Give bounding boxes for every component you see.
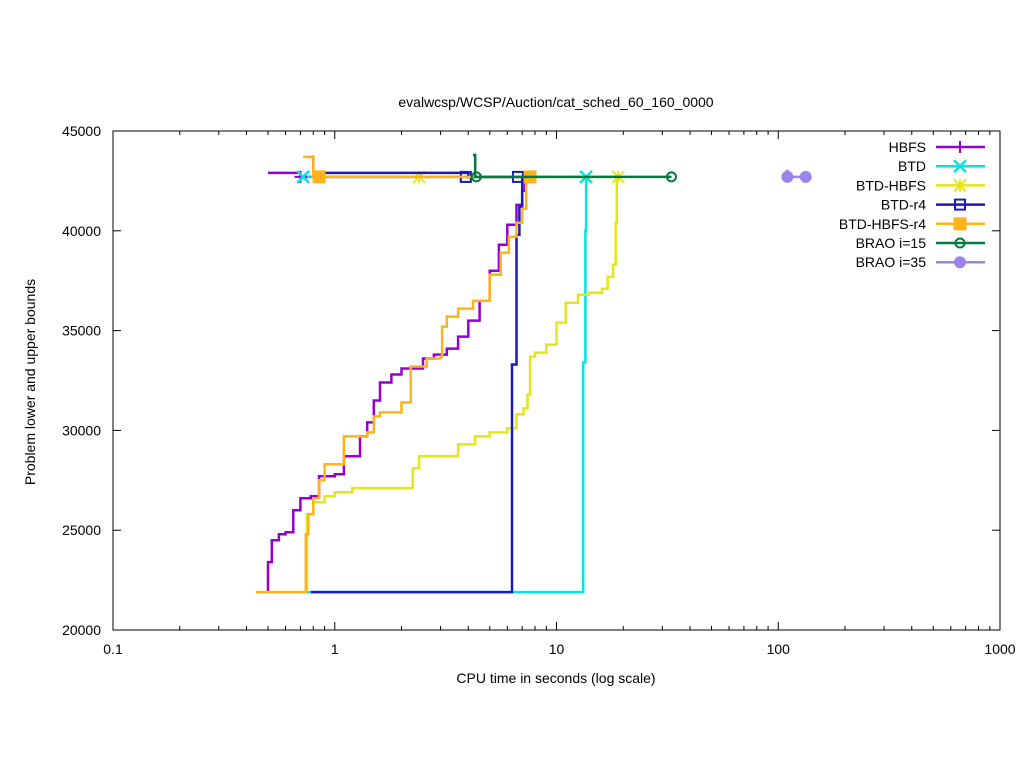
series-hbfs-lower-bound bbox=[266, 176, 527, 593]
legend-label-btd-hbfs-r4: BTD-HBFS-r4 bbox=[839, 216, 926, 232]
legend-marker-btd-hbfs-r4 bbox=[953, 217, 967, 231]
legend-label-btd: BTD bbox=[898, 158, 926, 174]
legend-label-btd-r4: BTD-r4 bbox=[881, 197, 926, 213]
legend-label-brao-i-15: BRAO i=15 bbox=[856, 235, 927, 251]
series-brao-i-15-marker bbox=[665, 171, 677, 183]
legend-marker-hbfs bbox=[954, 141, 966, 153]
x-tick-label: 10 bbox=[549, 641, 565, 657]
x-tick-label: 1000 bbox=[984, 641, 1015, 657]
series-btd-hbfs-r4 bbox=[255, 155, 537, 594]
y-tick-label: 20000 bbox=[62, 622, 101, 638]
legend: HBFS BTD BTD-HBFS BTD-r4 BTD-HBFS-r4 BRAO i=1… bbox=[839, 139, 985, 270]
legend-label-hbfs: HBFS bbox=[889, 139, 926, 155]
axes: 0.1 1 10 100 1000 20000 25000 30000 35000 40000 45… bbox=[62, 123, 1016, 657]
legend-marker-btd-r4 bbox=[954, 198, 966, 211]
series-brao-i-35-marker bbox=[799, 170, 812, 183]
chart-title: evalwcsp/WCSP/Auction/cat_sched_60_160_0… bbox=[398, 94, 713, 110]
series-brao-i-35-marker bbox=[781, 170, 794, 183]
y-tick-label: 45000 bbox=[62, 123, 101, 139]
series-btd-marker bbox=[296, 170, 310, 184]
y-axis-label: Problem lower and upper bounds bbox=[22, 279, 38, 485]
x-tick-label: 100 bbox=[767, 641, 791, 657]
series-brao-i-15-marker bbox=[470, 171, 482, 183]
legend-marker-brao-i-15 bbox=[954, 237, 966, 249]
series-btd-hbfs-lower-bound bbox=[305, 176, 619, 593]
series-btd-hbfs-r4-marker bbox=[312, 170, 326, 184]
x-tick-label: 1 bbox=[331, 641, 339, 657]
series-brao-i-15 bbox=[470, 153, 677, 183]
y-tick-label: 25000 bbox=[62, 522, 101, 538]
series-brao-i-35 bbox=[781, 169, 812, 183]
legend-marker-btd-hbfs bbox=[953, 178, 967, 193]
plot-series bbox=[255, 153, 812, 594]
x-tick-label: 0.1 bbox=[103, 641, 123, 657]
legend-label-brao-i-35: BRAO i=35 bbox=[856, 254, 927, 270]
y-tick-label: 35000 bbox=[62, 323, 101, 339]
legend-label-btd-hbfs: BTD-HBFS bbox=[856, 177, 926, 193]
series-brao-i-15-upper-bound bbox=[473, 153, 672, 179]
series-btd-hbfs-r4-lower-bound bbox=[255, 176, 528, 594]
series-btd-hbfs-r4-upper-bound bbox=[303, 155, 529, 179]
x-axis-label: CPU time in seconds (log scale) bbox=[456, 670, 655, 686]
y-tick-label: 30000 bbox=[62, 422, 101, 438]
series-btd-lower-bound bbox=[307, 176, 588, 594]
legend-marker-brao-i-35 bbox=[954, 256, 966, 269]
y-tick-label: 40000 bbox=[62, 223, 101, 239]
legend-marker-btd bbox=[953, 159, 967, 174]
